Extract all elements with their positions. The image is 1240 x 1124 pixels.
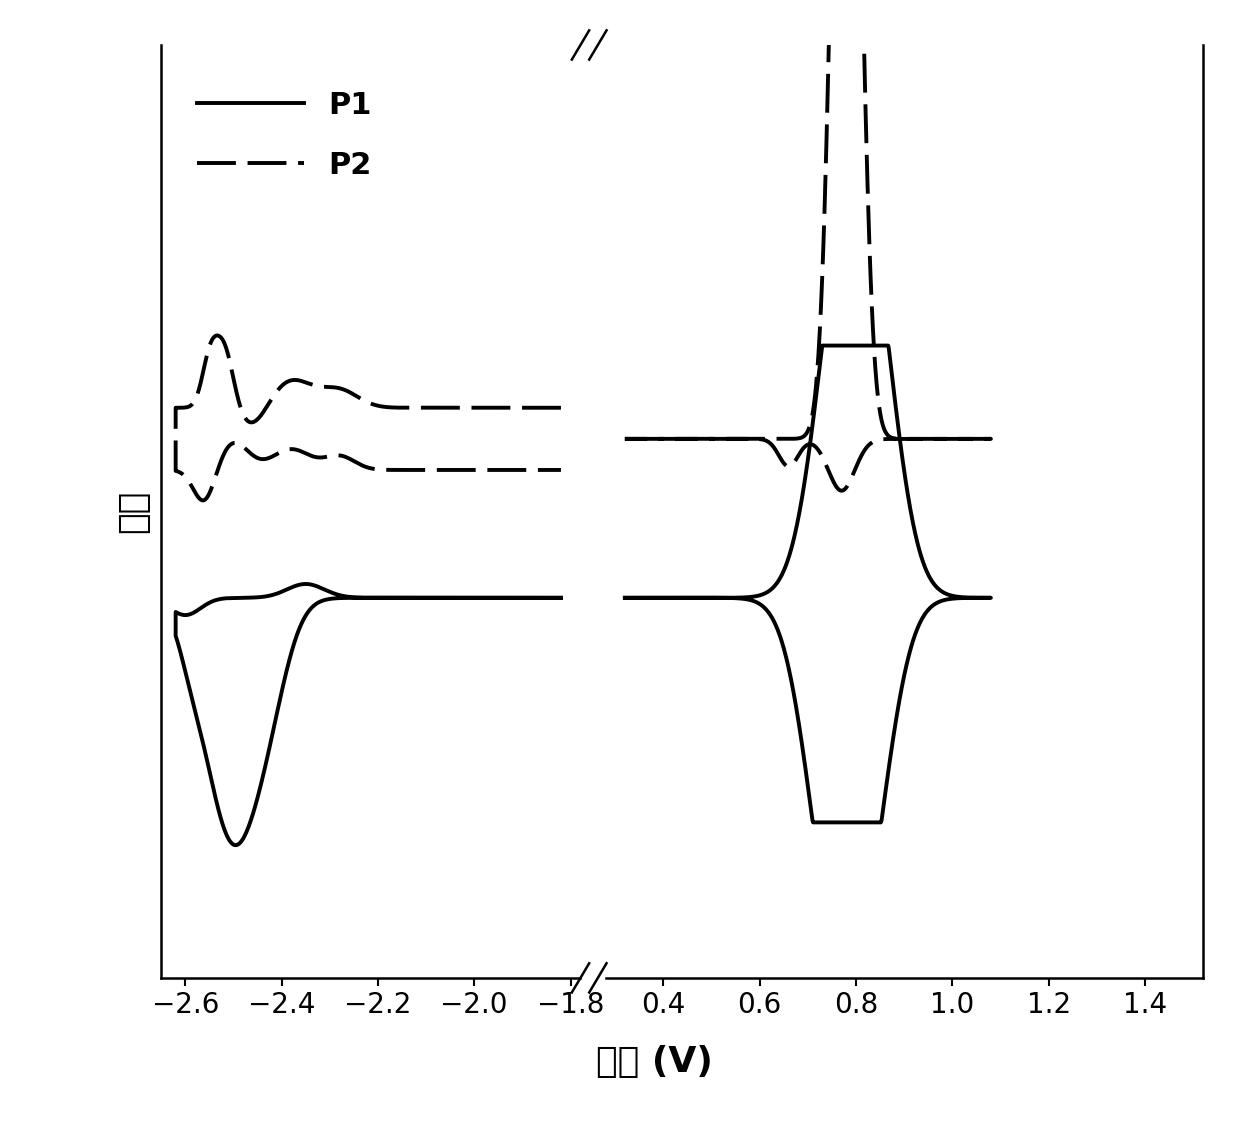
Text: 电势 (V): 电势 (V) <box>596 1045 713 1079</box>
Legend: P1, P2: P1, P2 <box>185 79 384 192</box>
Y-axis label: 电流: 电流 <box>117 490 150 533</box>
